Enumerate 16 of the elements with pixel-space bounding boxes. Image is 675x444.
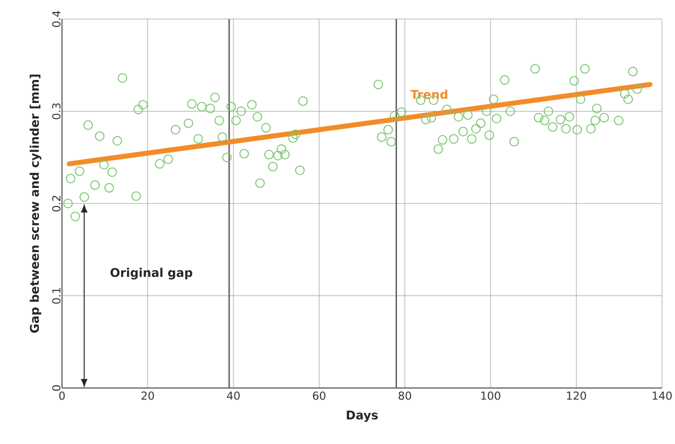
y-axis-title: Gap between screw and cylinder [mm] xyxy=(30,74,42,333)
series-label: Trend xyxy=(410,90,448,99)
y-tick-label: 0 xyxy=(52,385,60,391)
y-tick-label: 0.4 xyxy=(52,10,60,27)
x-tick-label: 140 xyxy=(652,392,672,400)
x-axis-title: Days xyxy=(346,410,378,422)
x-tick-label: 40 xyxy=(226,392,240,400)
y-tick-label: 0.3 xyxy=(52,103,60,120)
y-tick-label: 0.2 xyxy=(52,196,60,212)
x-tick-label: 80 xyxy=(398,392,412,400)
x-tick-label: 60 xyxy=(312,392,326,400)
x-tick-label: 20 xyxy=(142,392,154,400)
x-tick-label: 120 xyxy=(567,392,586,400)
x-tick-label: 100 xyxy=(481,392,500,400)
y-tick-label: 0.1 xyxy=(52,288,60,304)
annotation: Original gap xyxy=(110,268,192,280)
